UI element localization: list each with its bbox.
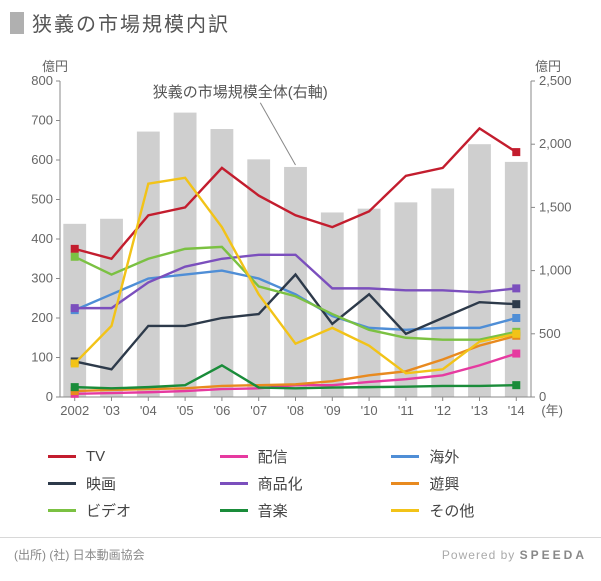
marker — [71, 359, 79, 367]
powered-by: Powered by SPEEDA — [442, 548, 587, 562]
combo-chart: 0 100 200 300 400 500 600 700 800 0 500 1,000 1,500 2… — [18, 47, 583, 427]
bar — [468, 144, 491, 397]
marker — [71, 304, 79, 312]
legend-swatch — [220, 455, 248, 458]
svg-text:'06: '06 — [213, 403, 230, 418]
legend-swatch — [220, 509, 248, 512]
svg-text:700: 700 — [31, 113, 53, 128]
annotation-label: 狭義の市場規模全体(右軸) — [153, 83, 328, 101]
svg-text:0: 0 — [539, 389, 546, 404]
marker — [512, 350, 520, 358]
marker — [71, 245, 79, 253]
legend-item-video: ビデオ — [48, 500, 210, 521]
svg-text:800: 800 — [31, 73, 53, 88]
legend-label: 音楽 — [258, 500, 288, 521]
marker — [512, 148, 520, 156]
source-label: (出所) (社) 日本動画協会 — [14, 546, 145, 563]
bar — [137, 132, 160, 397]
svg-text:'12: '12 — [434, 403, 451, 418]
legend-label: 映画 — [86, 473, 116, 494]
svg-text:500: 500 — [31, 192, 53, 207]
svg-text:100: 100 — [31, 350, 53, 365]
legend-label: 海外 — [429, 446, 459, 467]
svg-text:1,500: 1,500 — [539, 199, 572, 214]
bar — [431, 188, 454, 397]
legend-item-movie: 映画 — [48, 473, 210, 494]
svg-text:'11: '11 — [398, 403, 414, 418]
x-axis-label: (年) — [541, 403, 563, 418]
svg-text:600: 600 — [31, 152, 53, 167]
legend-label: 商品化 — [258, 473, 303, 494]
svg-text:'03: '03 — [103, 403, 120, 418]
legend-label: ビデオ — [86, 500, 131, 521]
annotation-line — [260, 103, 295, 165]
legend-swatch — [391, 482, 419, 485]
bar — [321, 212, 344, 397]
svg-text:'05: '05 — [177, 403, 194, 418]
legend-label: 配信 — [258, 446, 288, 467]
svg-text:'09: '09 — [324, 403, 341, 418]
svg-text:'14: '14 — [508, 403, 525, 418]
legend-swatch — [48, 509, 76, 512]
svg-text:400: 400 — [31, 231, 53, 246]
legend-swatch — [48, 455, 76, 458]
svg-text:0: 0 — [46, 389, 53, 404]
chart-title: 狭義の市場規模内訳 — [32, 8, 230, 37]
svg-text:300: 300 — [31, 271, 53, 286]
svg-text:'04: '04 — [140, 403, 157, 418]
marker — [512, 284, 520, 292]
legend-swatch — [391, 455, 419, 458]
legend-swatch — [220, 482, 248, 485]
legend-item-TV: TV — [48, 446, 210, 467]
left-axis-label: 億円 — [42, 59, 68, 74]
svg-text:'13: '13 — [471, 403, 488, 418]
svg-text:200: 200 — [31, 310, 53, 325]
legend-item-pachinko: 遊興 — [391, 473, 553, 494]
svg-text:'08: '08 — [287, 403, 304, 418]
powered-prefix: Powered by — [442, 548, 515, 562]
chart-area: 0 100 200 300 400 500 600 700 800 0 500 1,000 1,500 2… — [18, 47, 583, 432]
bar — [505, 162, 528, 397]
svg-text:'07: '07 — [250, 403, 267, 418]
marker — [71, 383, 79, 391]
brand-name: SPEEDA — [520, 548, 587, 562]
legend-label: その他 — [429, 500, 474, 521]
svg-text:2,000: 2,000 — [539, 136, 572, 151]
svg-text:2002: 2002 — [60, 403, 89, 418]
legend-item-overseas: 海外 — [391, 446, 553, 467]
marker — [512, 314, 520, 322]
marker — [512, 381, 520, 389]
legend-item-other: その他 — [391, 500, 553, 521]
right-axis-label: 億円 — [535, 59, 561, 74]
marker — [512, 300, 520, 308]
legend-swatch — [391, 509, 419, 512]
svg-text:'10: '10 — [361, 403, 378, 418]
footer: (出所) (社) 日本動画協会 Powered by SPEEDA — [0, 538, 601, 573]
svg-text:2,500: 2,500 — [539, 73, 572, 88]
svg-text:500: 500 — [539, 326, 561, 341]
legend-item-delivery: 配信 — [220, 446, 382, 467]
marker — [512, 330, 520, 338]
legend-label: TV — [86, 448, 105, 465]
legend: TV 配信 海外映画 商品化 遊興ビデオ 音楽 その他 — [0, 432, 601, 535]
marker — [71, 253, 79, 261]
legend-label: 遊興 — [429, 473, 459, 494]
bar — [174, 113, 197, 397]
legend-item-merch: 商品化 — [220, 473, 382, 494]
title-bar: 狭義の市場規模内訳 — [0, 0, 601, 43]
root: 狭義の市場規模内訳 0 100 200 300 400 500 600 700 800 0 500 1… — [0, 0, 601, 573]
title-marker — [10, 12, 24, 34]
legend-item-music: 音楽 — [220, 500, 382, 521]
legend-swatch — [48, 482, 76, 485]
svg-text:1,000: 1,000 — [539, 263, 572, 278]
